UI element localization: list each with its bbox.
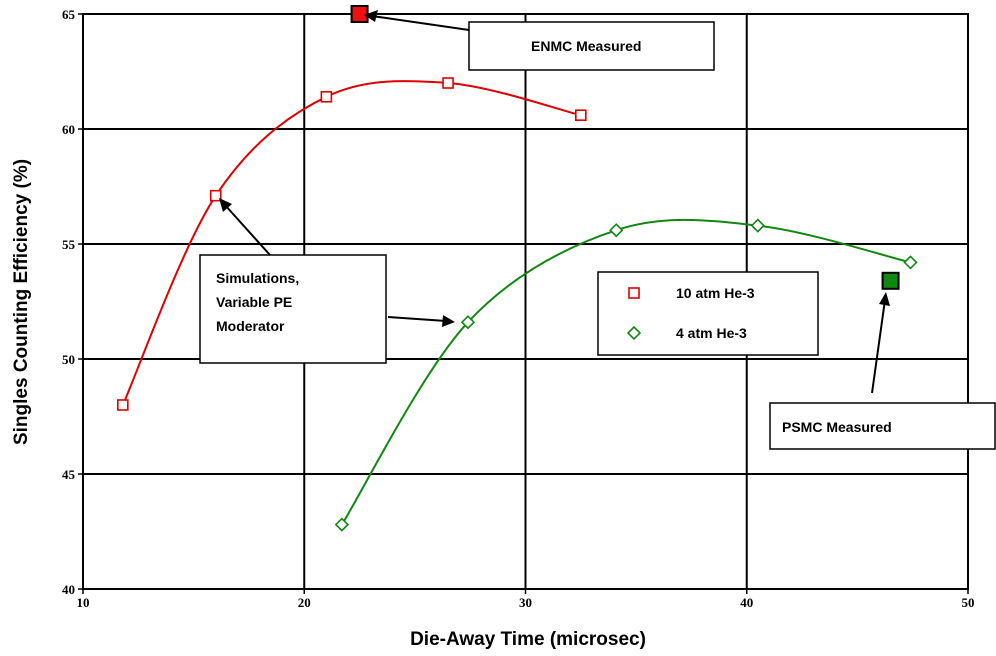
x-axis-title: Die-Away Time (microsec) <box>410 629 646 650</box>
y-tick-label: 65 <box>62 7 76 22</box>
simulations-arrow-1 <box>224 204 271 256</box>
enmc-arrowhead <box>364 10 378 22</box>
x-ticks: 10 20 30 40 50 <box>77 589 975 610</box>
simulations-arrowhead-1 <box>219 198 232 212</box>
curves <box>121 80 911 526</box>
x-tick-label: 20 <box>298 595 311 610</box>
y-tick-label: 60 <box>62 122 75 137</box>
psmc-label-box <box>769 402 996 450</box>
measured-point-2 <box>881 271 900 290</box>
data-point-square <box>442 77 454 89</box>
data-point-diamond <box>750 218 765 233</box>
enmc-annotation: ENMC Measured <box>364 10 715 71</box>
legend-box <box>597 271 819 356</box>
data-point-square <box>320 91 333 103</box>
psmc-label: PSMC Measured <box>782 419 892 435</box>
simulations-label-line-3: Moderator <box>216 318 285 334</box>
series-curve-2 <box>341 218 911 526</box>
simulations-label-line-1: Simulations, <box>216 270 299 286</box>
simulations-annotation: Simulations, Variable PE Moderator <box>199 198 455 364</box>
markers <box>117 77 918 532</box>
data-point-diamond <box>460 315 476 330</box>
legend-label-4atm: 4 atm He-3 <box>676 325 747 341</box>
series-curve-1 <box>121 80 582 406</box>
data-point-diamond <box>609 223 624 238</box>
x-tick-label: 50 <box>962 595 975 610</box>
simulations-label-box <box>199 254 387 364</box>
simulations-label-line-2: Variable PE <box>216 294 292 310</box>
measured-point-1 <box>350 5 369 23</box>
legend-label-10atm: 10 atm He-3 <box>676 285 755 301</box>
enmc-arrow <box>371 15 470 31</box>
legend: 10 atm He-3 4 atm He-3 <box>597 271 819 356</box>
y-tick-label: 40 <box>62 582 75 597</box>
measured-points <box>350 5 900 290</box>
legend-square-marker <box>628 287 640 299</box>
legend-diamond-marker <box>626 325 642 341</box>
data-point-square <box>117 399 129 411</box>
data-point-square <box>575 109 587 121</box>
psmc-annotation: PSMC Measured <box>769 292 996 450</box>
simulations-arrowhead-2 <box>442 315 455 327</box>
x-tick-label: 40 <box>740 595 753 610</box>
y-tick-label: 55 <box>62 237 76 252</box>
x-tick-label: 30 <box>519 595 532 610</box>
enmc-label-box <box>468 21 715 71</box>
data-point-square <box>209 189 222 202</box>
psmc-arrowhead <box>879 292 890 306</box>
y-tick-label: 45 <box>62 467 76 482</box>
data-point-diamond <box>334 517 349 532</box>
x-tick-label: 10 <box>77 595 90 610</box>
data-point-diamond <box>903 255 918 270</box>
enmc-label: ENMC Measured <box>531 38 641 54</box>
psmc-arrow <box>871 299 886 394</box>
y-axis-title: Singles Counting Efficiency (%) <box>11 159 32 445</box>
y-tick-label: 50 <box>62 352 75 367</box>
y-ticks: 40 45 50 55 60 65 <box>62 7 83 597</box>
simulations-arrow-2 <box>387 316 447 322</box>
